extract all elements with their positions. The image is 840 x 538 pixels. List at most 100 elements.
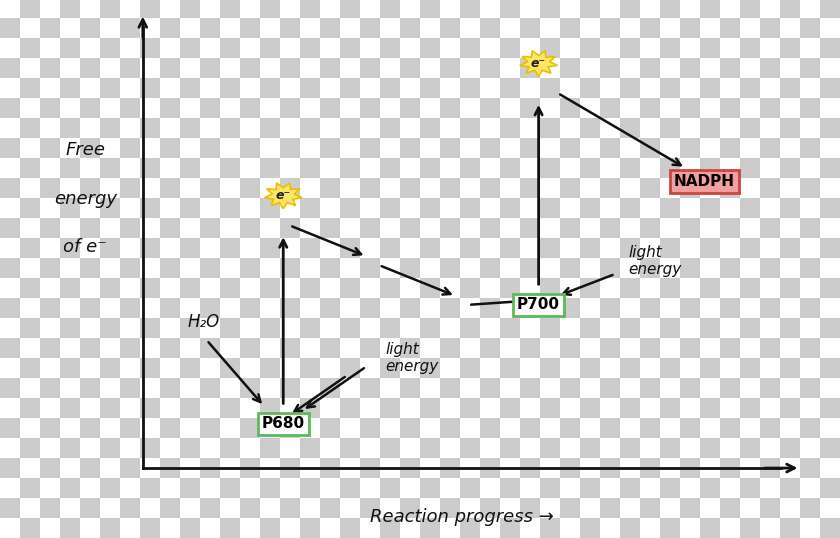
Bar [560, 218, 580, 238]
Bar [780, 198, 800, 218]
Bar [140, 258, 160, 278]
Bar [180, 438, 200, 458]
Bar [360, 518, 380, 538]
Bar [820, 18, 840, 38]
Bar [240, 518, 260, 538]
Bar [320, 158, 340, 178]
Bar [80, 38, 100, 58]
Bar [460, 498, 480, 518]
Bar [460, 158, 480, 178]
Bar [660, 358, 680, 378]
Bar [440, 0, 460, 18]
Bar [300, 318, 320, 338]
Bar [160, 178, 180, 198]
Bar [680, 338, 700, 358]
Bar [440, 318, 460, 338]
Bar [220, 478, 240, 498]
Bar [400, 58, 420, 78]
Bar [120, 158, 140, 178]
Bar [180, 198, 200, 218]
Bar [580, 38, 600, 58]
Bar [320, 418, 340, 438]
Bar [20, 18, 40, 38]
Bar [340, 0, 360, 18]
Bar [520, 58, 540, 78]
Bar [500, 458, 520, 478]
Bar [0, 58, 20, 78]
Bar [500, 358, 520, 378]
Bar [200, 318, 220, 338]
Bar [0, 218, 20, 238]
Bar [260, 78, 280, 98]
Bar [400, 18, 420, 38]
Bar [640, 98, 660, 118]
Bar [720, 278, 740, 298]
Bar [160, 218, 180, 238]
Bar [760, 238, 780, 258]
Bar [440, 258, 460, 278]
Bar [700, 98, 720, 118]
Bar [40, 118, 60, 138]
Bar [340, 218, 360, 238]
Bar [520, 298, 540, 318]
Bar [760, 298, 780, 318]
Bar [120, 38, 140, 58]
Bar [240, 118, 260, 138]
Bar [660, 418, 680, 438]
Bar [800, 278, 820, 298]
Bar [400, 338, 420, 358]
Bar [380, 338, 400, 358]
Bar [80, 258, 100, 278]
Bar [320, 378, 340, 398]
Bar [620, 98, 640, 118]
Bar [800, 318, 820, 338]
Bar [500, 198, 520, 218]
Bar [540, 238, 560, 258]
Bar [80, 118, 100, 138]
Bar [420, 218, 440, 238]
Bar [760, 18, 780, 38]
Bar [760, 98, 780, 118]
Bar [140, 218, 160, 238]
Bar [640, 338, 660, 358]
Bar [240, 198, 260, 218]
Bar [300, 278, 320, 298]
Bar [200, 378, 220, 398]
Bar [20, 258, 40, 278]
Bar [720, 318, 740, 338]
Bar [240, 158, 260, 178]
Bar [720, 438, 740, 458]
Bar [200, 218, 220, 238]
Bar [460, 118, 480, 138]
Bar [240, 38, 260, 58]
Bar [660, 298, 680, 318]
Bar [0, 98, 20, 118]
Bar [520, 78, 540, 98]
Bar [700, 278, 720, 298]
Bar [0, 118, 20, 138]
Bar [160, 238, 180, 258]
Bar [380, 178, 400, 198]
Bar [160, 118, 180, 138]
Bar [460, 58, 480, 78]
Bar [300, 238, 320, 258]
Bar [260, 18, 280, 38]
Bar [120, 78, 140, 98]
Bar [380, 258, 400, 278]
Bar [460, 98, 480, 118]
Bar [580, 258, 600, 278]
Bar [180, 18, 200, 38]
Bar [60, 398, 80, 418]
Bar [440, 478, 460, 498]
Bar [540, 378, 560, 398]
Bar [280, 298, 300, 318]
Bar [200, 398, 220, 418]
Bar [40, 458, 60, 478]
Bar [620, 418, 640, 438]
Bar [480, 518, 500, 538]
Bar [660, 338, 680, 358]
Bar [540, 518, 560, 538]
Bar [820, 378, 840, 398]
Bar [420, 158, 440, 178]
Bar [520, 518, 540, 538]
